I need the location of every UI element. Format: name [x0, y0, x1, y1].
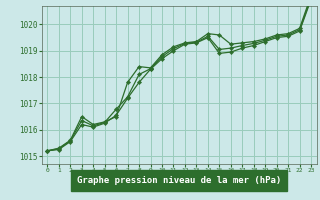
X-axis label: Graphe pression niveau de la mer (hPa): Graphe pression niveau de la mer (hPa) [77, 176, 281, 185]
